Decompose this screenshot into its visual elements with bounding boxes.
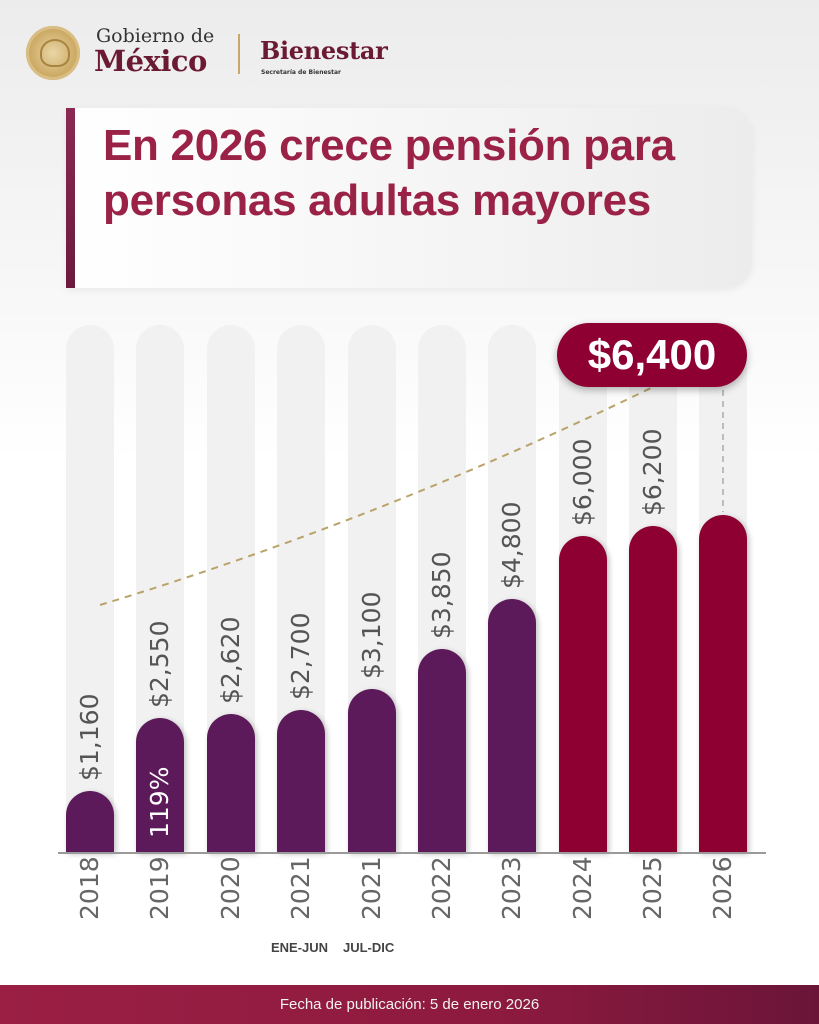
bar-track — [66, 325, 114, 852]
bar-2026 — [699, 515, 747, 852]
bar-2020 — [207, 714, 255, 852]
agency-subtitle: Secretaría de Bienestar — [261, 69, 341, 76]
bar-2021 — [348, 688, 396, 852]
bar-2024 — [559, 536, 607, 852]
bar-2021 — [277, 709, 325, 852]
footer-publication-date: Fecha de publicación: 5 de enero 2026 — [0, 985, 819, 1024]
bar-2022 — [418, 649, 466, 852]
gov-line1: Gobierno de — [96, 25, 215, 47]
x-axis-baseline — [58, 852, 766, 854]
sublabel-ene-jun: ENE-JUN — [271, 940, 329, 955]
bar-2018 — [66, 790, 114, 852]
highlight-value-badge: $6,400 — [557, 323, 747, 387]
agency-name: Bienestar — [260, 36, 388, 65]
title-accent-bar — [66, 108, 75, 288]
bar-2025 — [629, 525, 677, 852]
header-divider — [238, 34, 240, 74]
sublabel-jul-dic: JUL-DIC — [343, 940, 395, 955]
coat-of-arms-icon — [26, 26, 80, 80]
page-title: En 2026 crece pensión para personas adul… — [103, 121, 675, 225]
header: Gobierno de México Bienestar Secretaría … — [24, 22, 424, 82]
title-panel — [66, 108, 752, 288]
bar-2023 — [488, 599, 536, 852]
bar-2019 — [136, 717, 184, 852]
gov-line2: México — [94, 44, 207, 78]
